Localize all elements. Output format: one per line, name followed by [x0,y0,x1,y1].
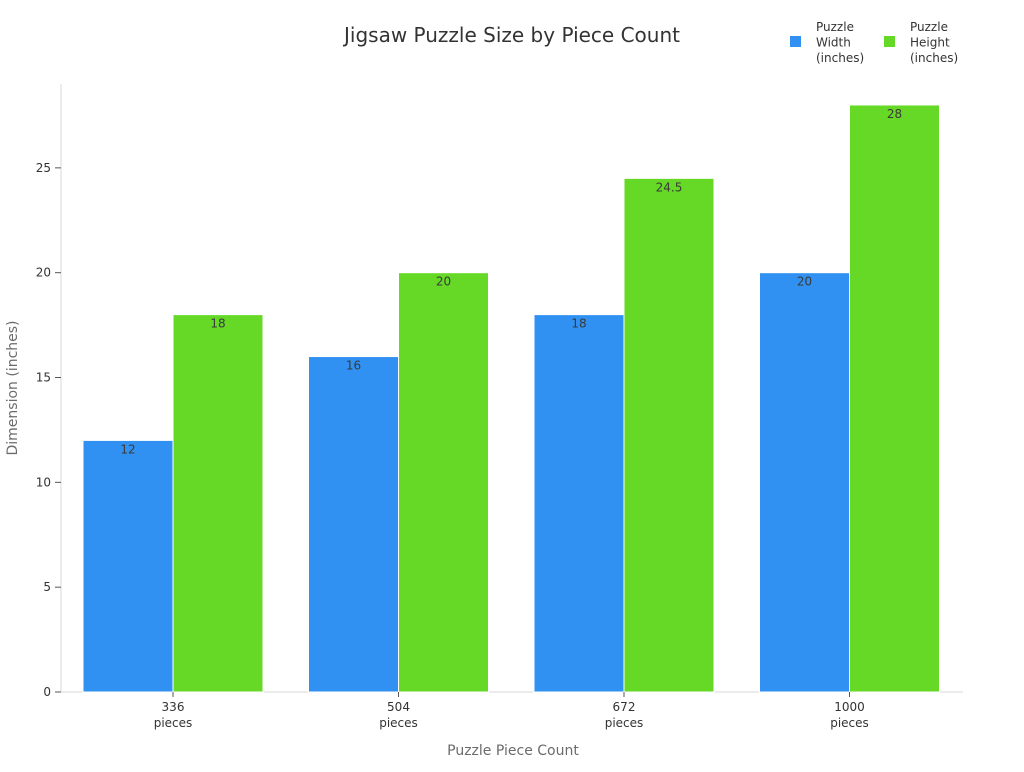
y-tick-label: 25 [36,161,51,175]
bar [759,272,850,693]
x-tick-label: 504 pieces [379,700,418,730]
y-tick-label: 0 [43,685,51,699]
legend-label: Puzzle Width (inches) [816,20,864,65]
bar [623,177,715,693]
legend-label: Puzzle Height (inches) [910,20,958,65]
legend-swatch [790,36,801,47]
x-tick-label: 672 pieces [605,700,644,730]
bar [172,314,264,693]
y-tick-label: 5 [43,580,51,594]
legend-swatch [884,36,895,47]
bar-value-label: 28 [887,107,902,121]
bar [533,314,625,693]
bar-value-label: 18 [571,317,586,331]
bar-value-label: 20 [797,275,812,289]
legend: Puzzle Width (inches) Puzzle Height (inches) [790,20,958,65]
bar-value-label: 12 [120,442,135,456]
bar [398,272,489,693]
chart-title: Jigsaw Puzzle Size by Piece Count [342,23,680,47]
y-tick-label: 20 [36,266,51,280]
y-axis-title: Dimension (inches) [5,320,21,455]
bar [849,104,940,693]
bar-value-label: 24.5 [656,180,683,194]
x-tick-label: 1000 pieces [830,700,869,730]
plot-area: 0 5 10 15 20 25 12 18 336 pieces 16 20 504 pieces 18 24… [36,84,963,730]
bar-value-label: 20 [436,275,451,289]
bar [308,356,399,693]
bar [82,439,174,693]
y-tick-label: 15 [36,371,51,385]
bar-value-label: 18 [210,317,225,331]
x-tick-label: 336 pieces [154,700,193,730]
bar-value-label: 16 [346,359,361,373]
x-axis-title: Puzzle Piece Count [447,743,579,759]
y-tick-label: 10 [36,475,51,489]
